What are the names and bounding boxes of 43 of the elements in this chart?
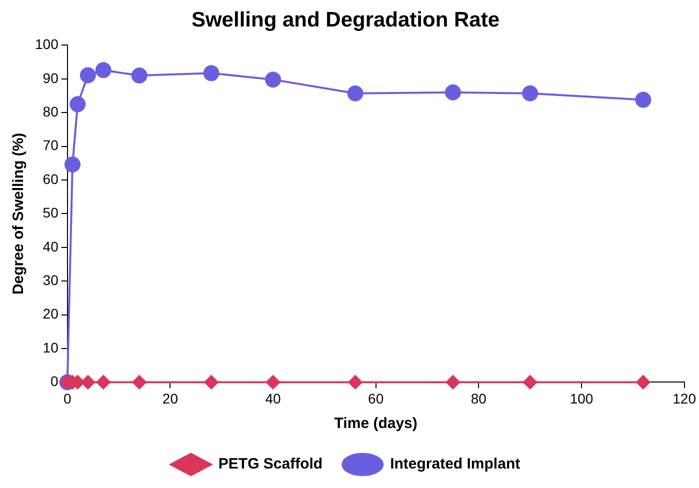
point (523, 375, 538, 390)
point (64, 156, 80, 172)
y-axis-title: Degree of Swelling (%) (10, 132, 28, 295)
point (347, 85, 364, 102)
point (446, 375, 460, 390)
legend-label: PETG Scaffold (218, 456, 323, 473)
point (132, 375, 146, 390)
y-tick-label: 30 (42, 272, 59, 288)
point (348, 375, 362, 390)
y-tick-label: 70 (42, 137, 59, 154)
x-tick-label: 80 (470, 390, 487, 406)
point (444, 84, 461, 100)
y-tick-label: 0 (50, 373, 59, 390)
y-tick-label: 10 (42, 339, 59, 356)
point (266, 375, 280, 390)
point (265, 72, 282, 88)
y-tick-label: 100 (35, 36, 59, 52)
x-tick-label: 120 (672, 390, 696, 406)
y-tick-label: 40 (42, 238, 59, 254)
point (70, 96, 86, 112)
point (80, 67, 96, 84)
point (96, 375, 110, 390)
point (203, 65, 220, 82)
point (204, 375, 218, 390)
point (522, 85, 538, 102)
point (95, 62, 112, 78)
chart-title: Swelling and Degradation Rate (191, 8, 500, 32)
y-tick-label: 90 (42, 70, 59, 86)
point (80, 375, 95, 390)
point (131, 68, 148, 84)
point (635, 92, 652, 108)
legend-label: Integrated Implant (390, 456, 520, 473)
y-tick-label: 20 (42, 306, 59, 322)
point (636, 375, 650, 390)
x-tick-label: 100 (570, 390, 594, 406)
x-tick-label: 40 (265, 390, 282, 406)
x-tick-label: 20 (162, 390, 178, 406)
x-axis-title: Time (days) (334, 415, 418, 432)
y-tick-label: 80 (42, 103, 59, 120)
y-tick-label: 50 (42, 204, 59, 221)
y-tick-label: 60 (42, 170, 59, 187)
x-tick-label: 60 (368, 390, 384, 406)
x-tick-label: 0 (63, 390, 72, 406)
